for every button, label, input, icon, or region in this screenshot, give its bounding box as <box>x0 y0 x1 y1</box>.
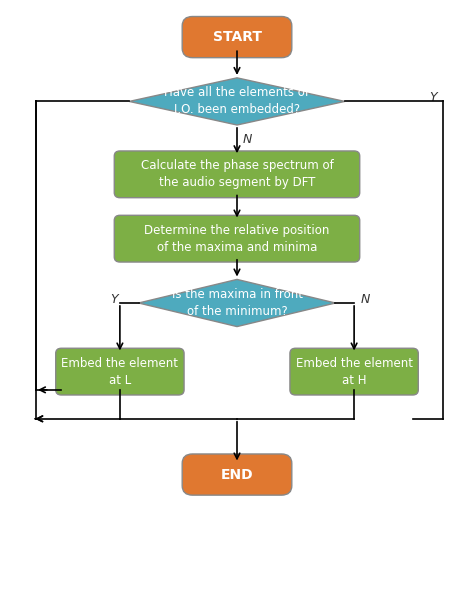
Text: Is the maxima in front
of the minimum?: Is the maxima in front of the minimum? <box>172 288 302 318</box>
FancyBboxPatch shape <box>56 348 184 395</box>
Polygon shape <box>138 279 336 327</box>
Text: Have all the elements of
I.O. been embedded?: Have all the elements of I.O. been embed… <box>164 87 310 116</box>
Text: END: END <box>221 468 253 482</box>
Text: N: N <box>361 293 371 306</box>
FancyBboxPatch shape <box>114 151 360 198</box>
Polygon shape <box>129 78 345 125</box>
Text: N: N <box>243 133 252 145</box>
Text: START: START <box>212 30 262 44</box>
Text: Embed the element
at H: Embed the element at H <box>296 356 412 387</box>
Text: Calculate the phase spectrum of
the audio segment by DFT: Calculate the phase spectrum of the audi… <box>141 159 333 189</box>
FancyBboxPatch shape <box>182 16 292 58</box>
FancyBboxPatch shape <box>290 348 418 395</box>
Text: Embed the element
at L: Embed the element at L <box>62 356 178 387</box>
Text: Determine the relative position
of the maxima and minima: Determine the relative position of the m… <box>144 224 330 254</box>
Text: Y: Y <box>110 293 118 306</box>
FancyBboxPatch shape <box>182 454 292 495</box>
Text: Y: Y <box>429 91 437 104</box>
FancyBboxPatch shape <box>114 215 360 262</box>
